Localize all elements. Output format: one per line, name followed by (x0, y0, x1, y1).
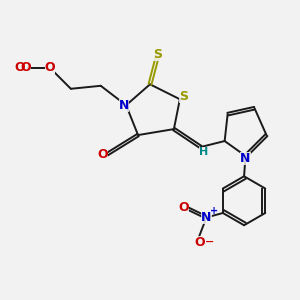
Text: S: S (153, 48, 162, 61)
Text: O: O (178, 200, 189, 214)
Text: N: N (118, 99, 129, 112)
Text: O: O (98, 148, 108, 161)
Text: O: O (194, 236, 205, 249)
Text: O: O (45, 61, 55, 74)
Text: +: + (210, 206, 218, 216)
Text: N: N (201, 211, 212, 224)
Text: H: H (199, 147, 208, 158)
Text: −: − (205, 237, 214, 247)
Text: S: S (179, 90, 188, 103)
Text: O: O (14, 61, 25, 74)
Text: O: O (45, 61, 55, 74)
Text: N: N (240, 152, 251, 166)
Text: O: O (21, 61, 32, 74)
